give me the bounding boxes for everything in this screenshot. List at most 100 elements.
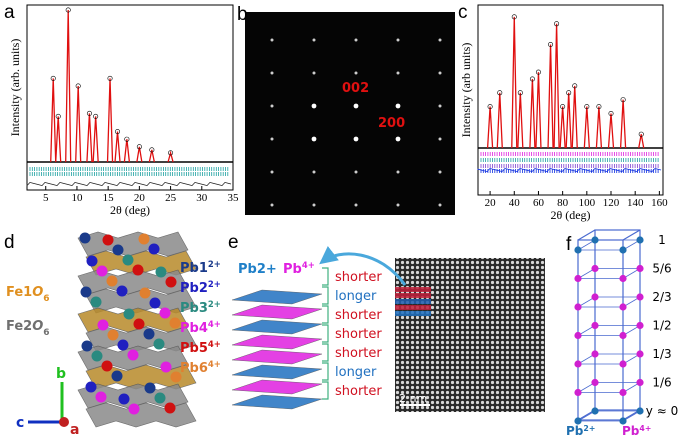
atom (101, 360, 113, 372)
site-label-charge: 4+ (208, 339, 221, 349)
atom (116, 285, 128, 297)
atom (619, 246, 627, 254)
atom (619, 417, 627, 425)
site-label-element: Pb4 (180, 321, 208, 336)
layer-slab (231, 289, 323, 305)
atom (154, 392, 166, 404)
layer-label: shorter (335, 327, 382, 342)
atom (574, 303, 582, 311)
peak-point (93, 113, 99, 119)
axis-label: a (70, 422, 79, 438)
level-plane (576, 268, 642, 279)
site-label-charge: 4+ (208, 319, 221, 329)
peak (595, 106, 603, 149)
atom (159, 307, 171, 319)
atom (591, 293, 599, 301)
bracket (322, 362, 329, 381)
site-label: Pb54+ (180, 339, 221, 356)
atom (144, 382, 156, 394)
x-tick-label: 20 (485, 197, 497, 209)
octahedron-label: Fe2O6 (6, 319, 50, 338)
x-tick-label: 80 (557, 197, 569, 209)
layer-slab (231, 319, 323, 335)
atom (81, 340, 93, 352)
level-plane (576, 353, 642, 365)
diffraction-spot (312, 38, 316, 42)
peak (486, 106, 494, 149)
peak (55, 116, 62, 163)
panel-label: e (228, 232, 239, 253)
site-label-charge: 2+ (208, 259, 221, 269)
peak-point (149, 147, 155, 153)
peak-point (566, 90, 572, 96)
site-label-element: Pb5 (180, 341, 208, 356)
x-tick-label: 5 (43, 192, 49, 204)
peak (565, 92, 572, 149)
diffraction-spot (438, 203, 442, 207)
atom (636, 350, 644, 358)
diffraction-spot (438, 170, 442, 174)
atom (132, 264, 144, 276)
peak (547, 44, 554, 149)
atom (591, 407, 599, 415)
atom (102, 234, 114, 246)
peak (619, 99, 627, 149)
peak-point (50, 75, 56, 81)
level-label: 2/3 (652, 290, 671, 304)
atom (636, 293, 644, 301)
y-axis-label: Intensity (arb. units) (8, 39, 22, 137)
octahedron-ligand: O (32, 285, 43, 300)
legend-label-charge: 2+ (583, 424, 595, 433)
peak (167, 150, 174, 163)
legend-label-charge: 4+ (302, 260, 315, 270)
atom (123, 308, 135, 320)
octahedron (77, 231, 189, 257)
layer-label: shorter (335, 270, 382, 285)
atom (138, 233, 150, 245)
atom (574, 331, 582, 340)
legend-label: Pb4+ (283, 260, 315, 277)
legend-label-element: Pb (622, 424, 640, 438)
level-plane (576, 325, 642, 336)
atom (169, 317, 181, 329)
level-label: 1/6 (652, 376, 671, 390)
x-tick-label: 15 (103, 192, 115, 204)
atom (90, 296, 102, 308)
x-tick-label: 100 (579, 197, 596, 209)
atom (128, 403, 140, 415)
plot-frame-a (26, 4, 234, 191)
atom (574, 274, 582, 283)
panel-label: f (566, 234, 572, 255)
difference-curve (26, 181, 232, 187)
layer-label: longer (335, 289, 377, 304)
x-tick-label: 140 (627, 197, 644, 209)
atom (636, 407, 644, 415)
atom (143, 328, 155, 340)
x-tick-label: 120 (603, 197, 620, 209)
peak (75, 85, 82, 163)
level-plane (576, 296, 642, 308)
peak (123, 139, 131, 163)
octahedron-count: 6 (43, 328, 49, 338)
peak-point (487, 104, 493, 110)
atom (97, 319, 109, 331)
panel-label: b (237, 4, 248, 25)
spot-label: 200 (378, 116, 405, 131)
octahedron-ligand: O (32, 319, 43, 334)
peak-point (535, 69, 541, 75)
arrow (319, 246, 407, 286)
x-tick-label: 40 (509, 197, 521, 209)
peak-point (638, 131, 644, 137)
atom (619, 331, 627, 340)
peak (86, 113, 93, 163)
site-label-charge: 2+ (208, 279, 221, 289)
layer-slab (231, 334, 323, 350)
atom (149, 297, 161, 309)
peak-point (596, 104, 602, 110)
peak-point (584, 104, 590, 110)
plot-frame-c (477, 4, 664, 196)
stem-image (395, 258, 545, 412)
atom (591, 236, 599, 244)
site-label-element: Pb1 (180, 261, 208, 276)
